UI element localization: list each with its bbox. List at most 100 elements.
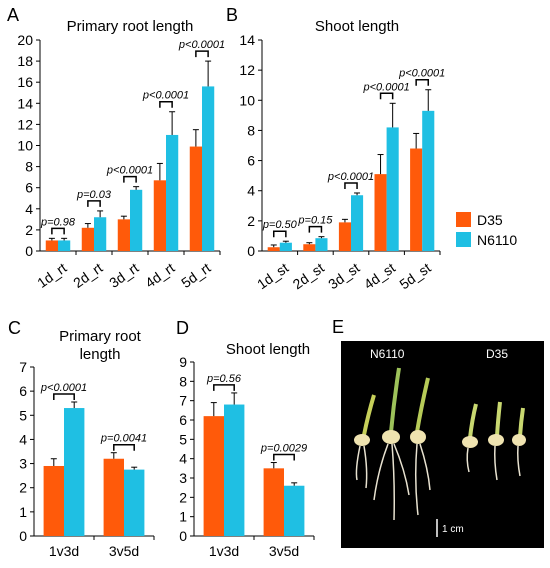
chart-a-bar-n6110 [94,217,107,251]
chart-d-y-tick-label: 0 [179,528,187,544]
panel-letter-e: E [332,317,344,337]
chart-b-title: Shoot length [315,18,399,35]
chart-d-y-tick-label: 6 [179,412,187,428]
chart-b-p-value: p<0.0001 [398,68,445,80]
photo-background [341,341,544,548]
legend-label-n6110: N6110 [477,232,517,248]
chart-c-significance-bracket [113,443,135,451]
chart-b-significance-bracket [344,182,358,189]
chart-a-y-tick-label: 16 [17,74,33,90]
chart-a-category-label: 2d_rt [70,259,105,290]
chart-b-y-tick-label: 8 [247,122,255,138]
chart-a-y-tick-label: 18 [17,53,33,69]
chart-a-category-label: 1d_rt [34,259,69,290]
chart-d-y-tick-label: 5 [179,431,187,447]
chart-d-y-tick-label: 9 [179,354,187,370]
chart-b-y-tick-label: 14 [239,32,255,48]
chart-a-category-label: 5d_rt [178,259,213,290]
chart-b-bar-n6110 [279,242,292,251]
chart-b-p-value: p<0.0001 [327,171,374,183]
chart-c-y-tick-label: 5 [19,407,27,423]
seedling-d35-1 [462,403,478,473]
legend-swatch-d35 [456,212,471,227]
chart-a-p-value: p<0.0001 [106,165,153,177]
chart-a-bar-d35 [45,240,58,251]
chart-d-bar-n6110 [284,485,305,536]
seedling-n6110-2 [373,367,410,521]
chart-c-category-label: 1v3d [49,543,79,559]
chart-d-letter: D [176,318,189,338]
chart-a-significance-bracket [87,200,101,207]
chart-b-category-label: 5d_st [396,259,433,292]
chart-c-title: length [80,346,121,363]
chart-a-bar-n6110 [130,189,143,251]
chart-c-bar-d35 [103,458,124,536]
chart-b-y-tick-label: 0 [247,243,255,259]
chart-c-y-tick-label: 7 [19,359,27,375]
chart-b-significance-bracket [308,225,323,233]
chart-a-p-value: p=0.98 [40,216,76,228]
chart-a-y-tick-label: 14 [17,95,33,111]
seedling-n6110-3 [410,377,431,516]
photo-label-n6110: N6110 [370,347,405,361]
chart-b-significance-bracket [379,92,394,100]
chart-c-p-value: p=0.0041 [100,433,147,445]
chart-a-bar-n6110 [166,134,179,251]
chart-c-y-tick-label: 6 [19,383,27,399]
chart-b-bar-d35 [303,244,316,251]
chart-a-bar-d35 [153,180,166,251]
chart-a-category-label: 3d_rt [106,259,141,290]
chart-c-y-tick-label: 4 [19,431,27,447]
chart-b-category-label: 3d_st [325,259,362,292]
chart-c-significance-bracket [53,393,75,401]
chart-d-y-tick-label: 4 [179,451,187,467]
scale-bar-label: 1 cm [442,524,464,535]
chart-a-y-tick-label: 20 [17,32,33,48]
chart-b-p-value: p<0.0001 [363,81,410,93]
chart-d-category-label: 3v5d [269,543,299,559]
chart-d-bar-d35 [203,416,224,536]
chart-a-bar-n6110 [58,240,71,251]
chart-d-y-tick-label: 1 [179,509,187,525]
chart-c-y-tick-label: 2 [19,480,27,496]
chart-d-significance-bracket [213,384,235,391]
chart-c-bar-n6110 [124,469,145,536]
chart-c-p-value: p<0.0001 [40,382,87,394]
chart-a-bar-d35 [189,146,202,251]
chart-d-y-tick-label: 7 [179,393,187,409]
chart-d-category-label: 1v3d [209,543,239,559]
chart-b-category-label: 1d_st [254,259,291,292]
chart-b-p-value: p=0.15 [297,215,333,227]
chart-c-bar-n6110 [64,408,85,536]
chart-b-significance-bracket [272,230,287,238]
chart-a-title: Primary root length [67,18,194,35]
chart-b-y-tick-label: 12 [239,62,255,78]
chart-a-y-tick-label: 8 [25,159,33,175]
chart-a-p-value: p<0.0001 [178,39,225,51]
chart-a-bar-n6110 [202,86,215,251]
chart-b-y-tick-label: 4 [247,183,255,199]
chart-d-p-value: p=0.0029 [260,443,307,455]
chart-a-y-tick-label: 12 [17,116,33,132]
chart-b-y-tick-label: 6 [247,153,255,169]
chart-a-bar-d35 [117,219,130,251]
chart-a-bar-d35 [81,227,94,251]
legend-label-d35: D35 [477,212,503,228]
chart-b-significance-bracket [415,78,430,86]
chart-c-y-tick-label: 3 [19,456,27,472]
chart-b-category-label: 4d_st [361,259,398,292]
photo-label-d35: D35 [486,347,508,361]
chart-c-bar-d35 [43,465,64,536]
chart-b-bar-d35 [410,148,423,251]
chart-b-bar-n6110 [315,238,328,251]
chart-d-bar-n6110 [224,404,245,536]
chart-a-p-value: p<0.0001 [142,90,189,102]
chart-d-y-tick-label: 3 [179,470,187,486]
chart-c-letter: C [8,318,21,338]
chart-a-y-tick-label: 4 [25,201,33,217]
chart-c-y-tick-label: 0 [19,528,27,544]
chart-a-letter: A [7,5,19,25]
chart-b-bar-d35 [338,222,351,251]
seedling-n6110-1 [354,394,376,489]
